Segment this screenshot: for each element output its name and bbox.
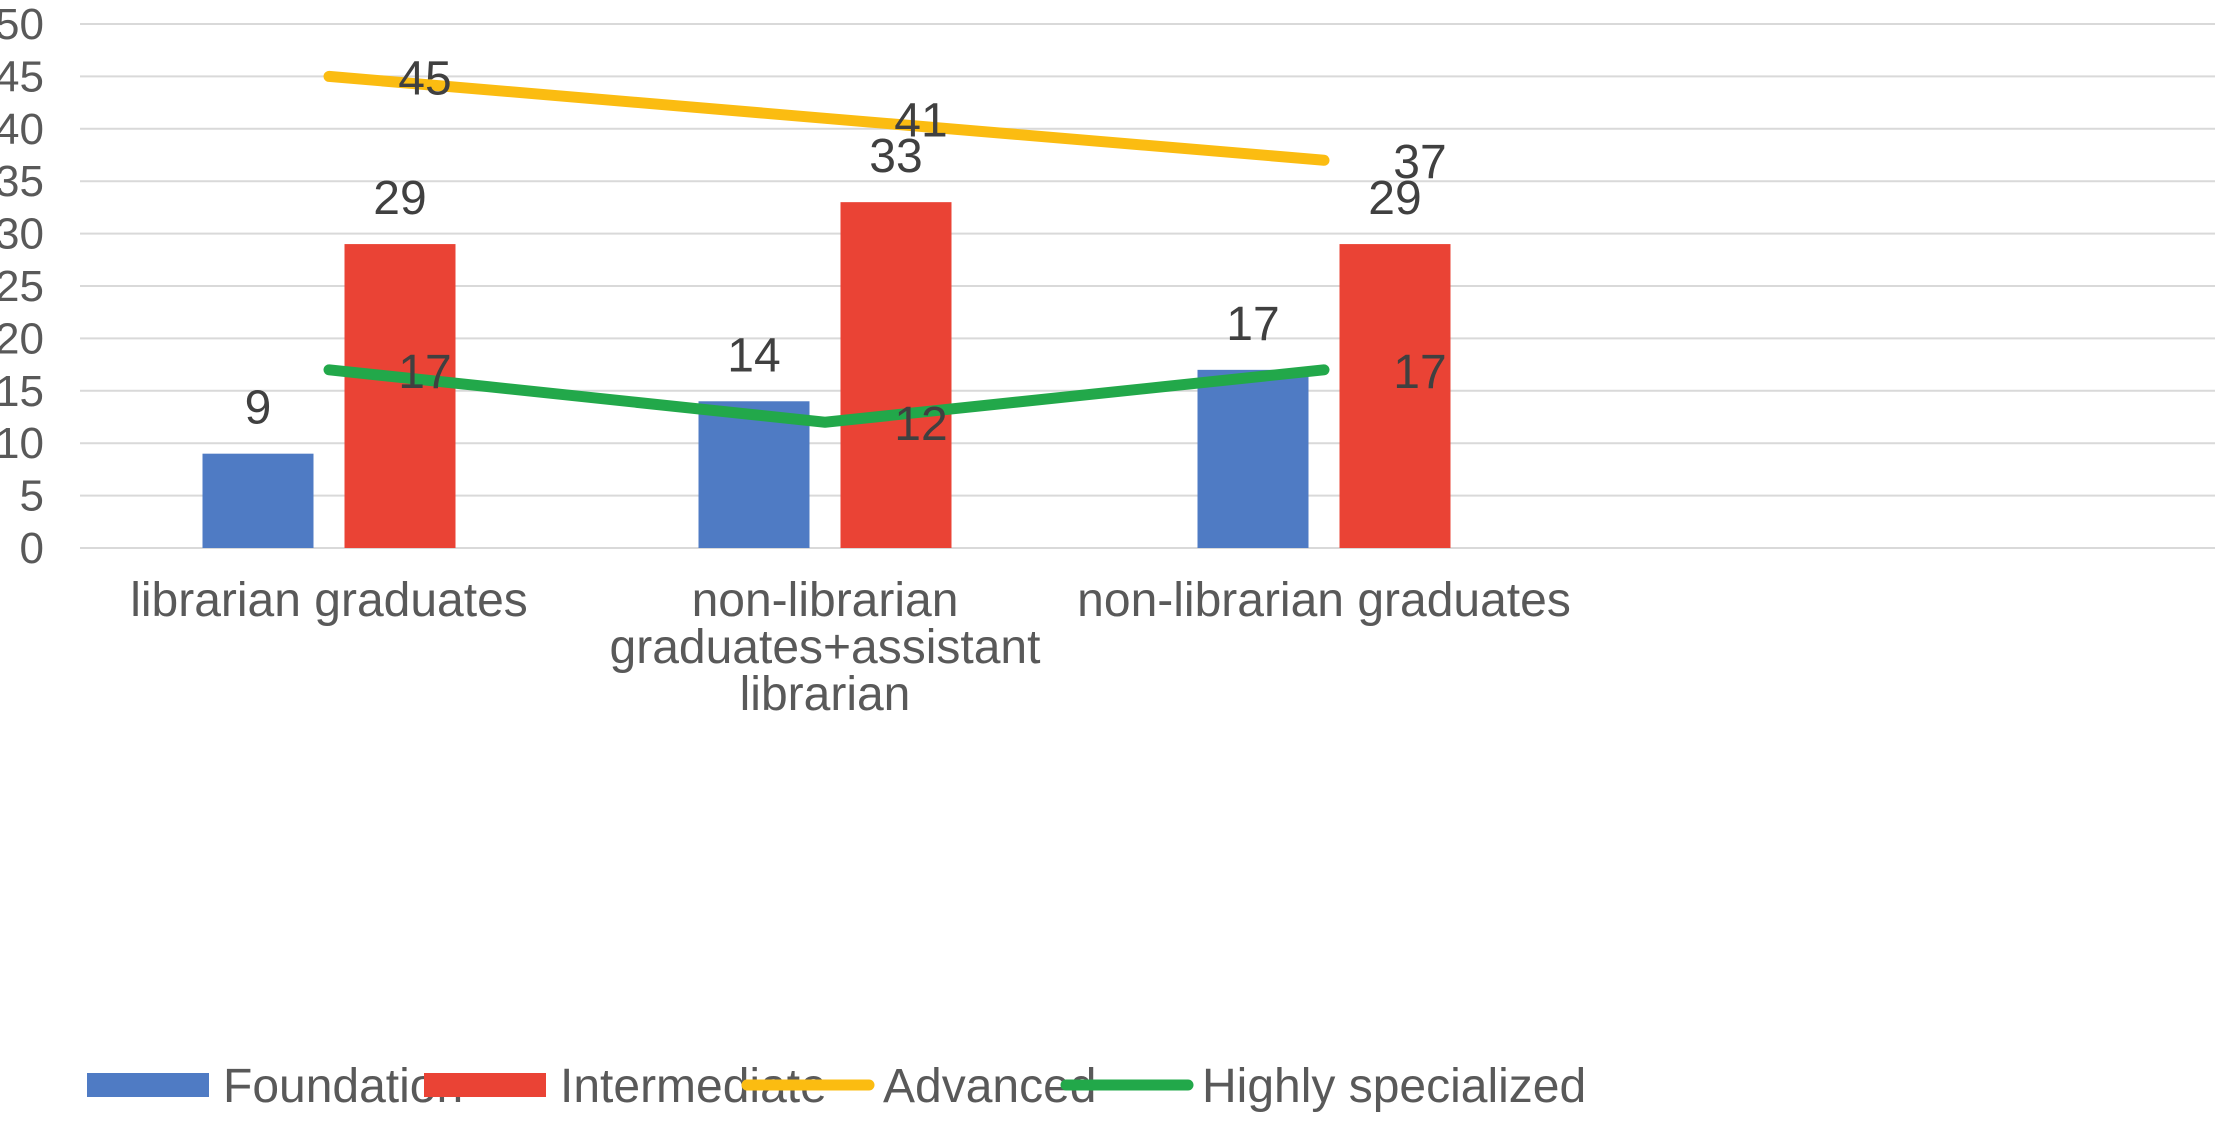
bar-intermediate [840, 202, 952, 548]
y-tick-label: 5 [20, 472, 44, 521]
legend-swatch-intermediate [424, 1073, 546, 1097]
line-data-label: 17 [1393, 346, 1446, 399]
y-tick-label: 35 [0, 157, 44, 206]
lines [323, 70, 1330, 428]
bar-foundation [698, 401, 810, 548]
bar-data-label: 17 [1226, 298, 1279, 351]
legend-label: Highly specialized [1202, 1060, 1586, 1113]
bars [202, 202, 1451, 548]
x-category-label: librarian graduates [130, 574, 528, 627]
bar-intermediate [1339, 244, 1451, 548]
bar-data-label: 29 [1368, 172, 1421, 225]
y-tick-label: 15 [0, 367, 44, 416]
x-category-label: non-librarian graduates+assistant libraria… [610, 574, 1041, 721]
bar-foundation [202, 453, 314, 548]
x-category-label: non-librarian graduates [1077, 574, 1571, 627]
bar-data-label: 14 [727, 329, 780, 382]
bar-data-label: 9 [245, 382, 272, 435]
bar-data-label: 33 [869, 130, 922, 183]
x-axis-categories: librarian graduates non-librarian graduate… [130, 574, 1571, 721]
line-data-label: 37 [1393, 136, 1446, 189]
y-tick-label: 45 [0, 52, 44, 101]
y-tick-label: 0 [20, 524, 44, 573]
bar-data-label: 29 [373, 172, 426, 225]
y-tick-label: 25 [0, 262, 44, 311]
line-advanced [323, 70, 1330, 166]
y-tick-label: 30 [0, 210, 44, 259]
legend-swatch-foundation [87, 1073, 209, 1097]
y-tick-label: 10 [0, 419, 44, 468]
bar-intermediate [344, 244, 456, 548]
y-tick-label: 50 [0, 0, 44, 49]
y-tick-label: 20 [0, 314, 44, 363]
y-tick-label: 40 [0, 105, 44, 154]
data-labels: 9 14 17 29 33 29 45 41 37 17 12 17 [245, 52, 1447, 451]
line-highly-specialized [323, 364, 1330, 428]
line-data-label: 12 [894, 398, 947, 451]
line-data-label: 17 [398, 346, 451, 399]
legend: Foundation Intermediate Advanced Highly spe… [87, 1060, 1586, 1113]
line-data-label: 45 [398, 52, 451, 105]
bar-foundation [1197, 369, 1309, 548]
legend-label: Foundation [223, 1060, 463, 1113]
line-data-label: 41 [894, 94, 947, 147]
